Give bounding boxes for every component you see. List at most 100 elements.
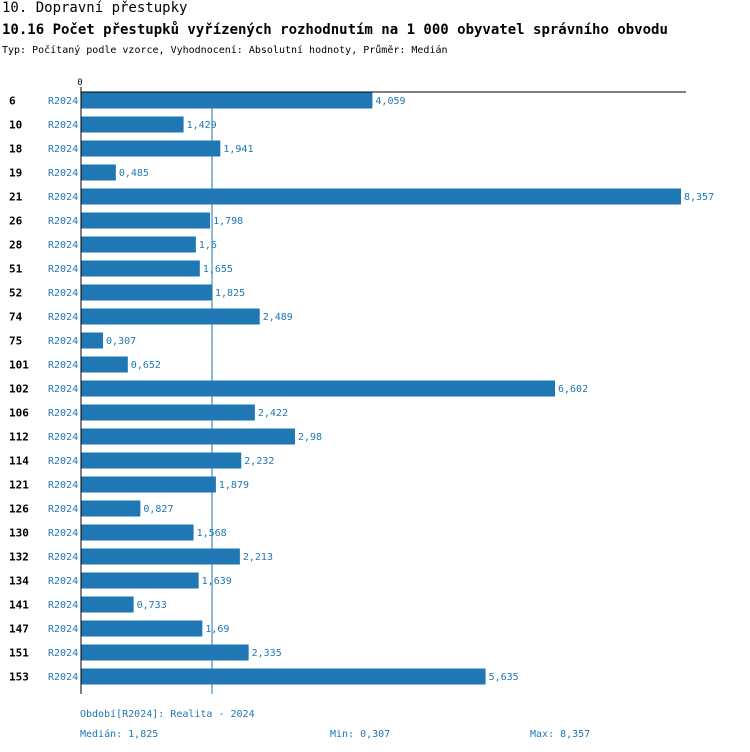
bar-value-label: 2,335: [252, 648, 282, 659]
bar: [81, 140, 221, 157]
category-label: 132: [9, 551, 29, 564]
category-label: 112: [9, 431, 29, 444]
bar-value-label: 1,655: [203, 264, 233, 275]
category-label: 106: [9, 407, 29, 420]
bar: [81, 572, 199, 589]
category-label: 26: [9, 215, 23, 228]
period-label: R2024: [48, 216, 78, 227]
bar-value-label: 1,798: [213, 216, 243, 227]
bar-value-label: 1,69: [205, 624, 229, 635]
period-label: R2024: [48, 480, 78, 491]
bar-value-label: 0,307: [106, 336, 136, 347]
category-label: 102: [9, 383, 29, 396]
bar-value-label: 4,059: [375, 96, 405, 107]
category-label: 52: [9, 287, 22, 300]
category-label: 151: [9, 647, 29, 660]
bar-value-label: 1,941: [223, 144, 253, 155]
bar-value-label: 1,879: [219, 480, 249, 491]
bar-value-label: 6,602: [558, 384, 588, 395]
category-label: 51: [9, 263, 23, 276]
category-label: 19: [9, 167, 22, 180]
bar: [81, 188, 681, 205]
category-label: 18: [9, 143, 22, 156]
bar-value-label: 5,635: [489, 672, 519, 683]
period-label: R2024: [48, 552, 78, 563]
period-label: R2024: [48, 672, 78, 683]
period-label: R2024: [48, 312, 78, 323]
category-label: 75: [9, 335, 22, 348]
footer-median: Medián: 1,825: [80, 729, 159, 740]
category-label: 21: [9, 191, 23, 204]
bar: [81, 476, 216, 493]
period-label: R2024: [48, 576, 78, 587]
category-label: 114: [9, 455, 29, 468]
bar: [81, 212, 211, 229]
bar-value-label: 8,357: [684, 192, 714, 203]
bar: [81, 260, 200, 277]
period-label: R2024: [48, 408, 78, 419]
bar: [81, 284, 213, 301]
period-label: R2024: [48, 144, 78, 155]
bar-value-label: 2,422: [258, 408, 288, 419]
period-label: R2024: [48, 432, 78, 443]
period-label: R2024: [48, 384, 78, 395]
category-label: 130: [9, 527, 29, 540]
bar-value-label: 0,485: [119, 168, 149, 179]
period-label: R2024: [48, 192, 78, 203]
bar-value-label: 1,825: [215, 288, 245, 299]
period-label: R2024: [48, 168, 78, 179]
bar: [81, 452, 242, 469]
category-label: 6: [9, 95, 16, 108]
period-label: R2024: [48, 600, 78, 611]
bar: [81, 164, 116, 181]
period-label: R2024: [48, 456, 78, 467]
period-label: R2024: [48, 96, 78, 107]
period-label: R2024: [48, 288, 78, 299]
bar-value-label: 1,639: [202, 576, 232, 587]
period-label: R2024: [48, 504, 78, 515]
category-label: 147: [9, 623, 29, 636]
bar: [81, 500, 141, 517]
bar-value-label: 2,213: [243, 552, 273, 563]
period-label: R2024: [48, 624, 78, 635]
bar-value-label: 0,652: [131, 360, 161, 371]
bar: [81, 356, 128, 373]
chart-type-line: Typ: Počítaný podle vzorce, Vyhodnocení:…: [2, 45, 448, 56]
category-label: 126: [9, 503, 29, 516]
bar: [81, 236, 196, 253]
category-label: 74: [9, 311, 23, 324]
bar-value-label: 2,489: [263, 312, 293, 323]
bar: [81, 308, 260, 325]
bar-value-label: 0,733: [137, 600, 167, 611]
category-label: 153: [9, 671, 29, 684]
bar: [81, 620, 203, 637]
bar: [81, 428, 295, 445]
bar: [81, 596, 134, 613]
bar: [81, 548, 240, 565]
bar-value-label: 2,98: [298, 432, 322, 443]
category-label: 101: [9, 359, 29, 372]
period-label: R2024: [48, 360, 78, 371]
period-label: R2024: [48, 648, 78, 659]
period-label: R2024: [48, 120, 78, 131]
category-label: 134: [9, 575, 29, 588]
category-label: 141: [9, 599, 29, 612]
category-label: 10: [9, 119, 22, 132]
footer-min: Min: 0,307: [330, 729, 391, 740]
bar-value-label: 1,429: [187, 120, 217, 131]
page-title: 10. Dopravní přestupky: [2, 0, 188, 16]
bar: [81, 332, 104, 349]
bar: [81, 116, 184, 133]
footer-period: Období[R2024]: Realita - 2024: [80, 709, 255, 720]
footer-max: Max: 8,357: [530, 729, 591, 740]
period-label: R2024: [48, 264, 78, 275]
chart-subtitle: 10.16 Počet přestupků vyřízených rozhodn…: [2, 22, 668, 38]
bar-value-label: 2,232: [244, 456, 274, 467]
category-label: 28: [9, 239, 22, 252]
category-label: 121: [9, 479, 29, 492]
period-label: R2024: [48, 240, 78, 251]
bar-value-label: 1,6: [199, 240, 217, 251]
period-label: R2024: [48, 528, 78, 539]
axis-zero-label: 0: [77, 78, 82, 88]
